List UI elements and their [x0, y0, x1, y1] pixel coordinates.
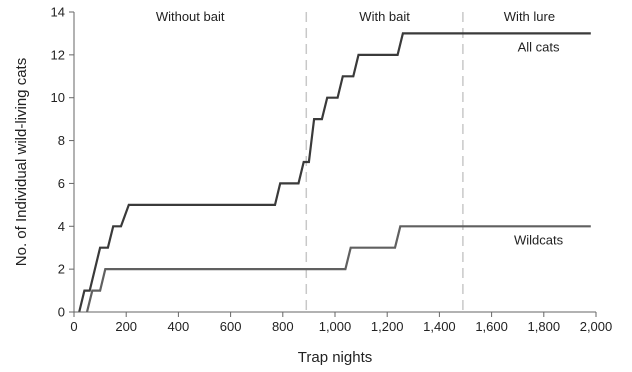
- y-tick-label: 14: [51, 5, 65, 20]
- x-tick-label: 2,000: [580, 319, 613, 334]
- y-tick-label: 12: [51, 47, 65, 62]
- y-tick-label: 0: [58, 305, 65, 320]
- y-axis-label: No. of Individual wild-living cats: [13, 58, 30, 266]
- y-tick-label: 2: [58, 262, 65, 277]
- y-tick-label: 6: [58, 176, 65, 191]
- series-line: [78, 32, 591, 313]
- region-label: Without bait: [156, 9, 225, 24]
- series-line: [85, 225, 591, 313]
- region-dividers: [305, 12, 464, 312]
- x-axis-ticks: 0 200 400 600 800 1,000 1,200 1,400 1,600 1,800 2,…: [70, 312, 612, 334]
- x-tick-label: 800: [272, 319, 294, 334]
- x-tick-label: 1,000: [319, 319, 352, 334]
- y-axis-ticks: 0 2 4 6 8 10 12 14: [51, 5, 74, 320]
- x-tick-label: 200: [115, 319, 137, 334]
- region-label: With lure: [504, 9, 555, 24]
- y-tick-label: 10: [51, 90, 65, 105]
- x-tick-label: 1,200: [371, 319, 404, 334]
- x-tick-label: 1,800: [528, 319, 561, 334]
- region-label: With bait: [359, 9, 410, 24]
- x-tick-label: 1,600: [475, 319, 508, 334]
- series-lines: [78, 32, 591, 313]
- y-tick-label: 8: [58, 133, 65, 148]
- x-axis-label: Trap nights: [298, 349, 372, 366]
- region-labels: Without bait With bait With lure: [156, 9, 555, 24]
- series-labels: All cats Wildcats: [514, 39, 564, 247]
- series-label: All cats: [518, 39, 560, 54]
- x-tick-label: 600: [220, 319, 242, 334]
- x-tick-label: 400: [168, 319, 190, 334]
- x-tick-label: 1,400: [423, 319, 456, 334]
- x-tick-label: 0: [70, 319, 77, 334]
- y-tick-label: 4: [58, 219, 65, 234]
- series-label: Wildcats: [514, 232, 564, 247]
- plot-area: [73, 12, 596, 313]
